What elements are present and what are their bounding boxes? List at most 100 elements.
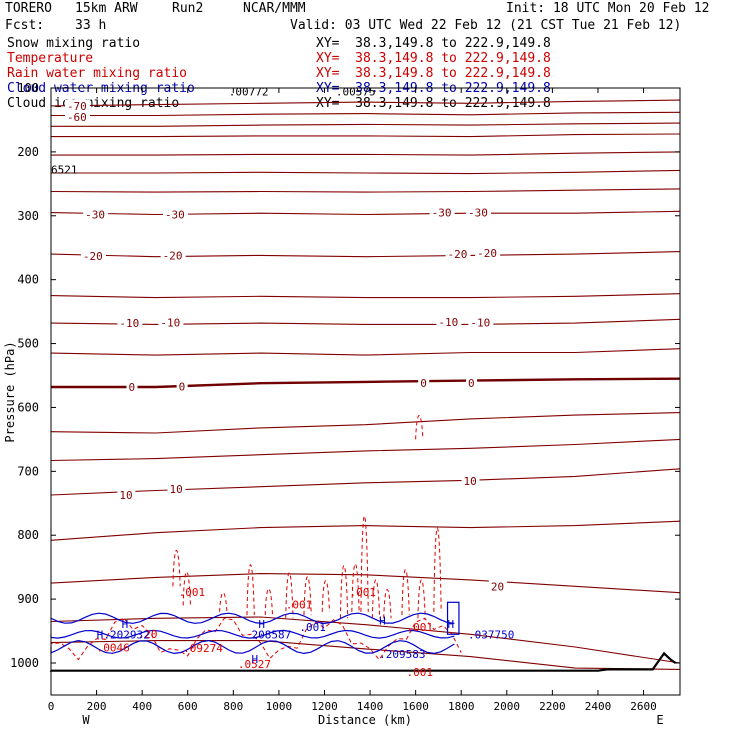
rain-label-2: .001	[350, 586, 377, 599]
east-label: E	[656, 713, 663, 727]
temp-label-7: -20	[163, 249, 183, 262]
isotherm-6	[50, 188, 681, 193]
rain-label-1: .001	[286, 599, 313, 612]
header-valid: Valid: 03 UTC Wed 22 Feb 12 (21 CST Tue …	[290, 18, 682, 33]
x-tick-label-3: 600	[178, 700, 198, 713]
rain-label-0: .001	[179, 586, 206, 599]
isotherm-10	[50, 318, 681, 325]
rain-contour-6	[303, 576, 312, 616]
temp-label-9: -20	[477, 247, 497, 260]
temp-label-12: -10	[438, 316, 458, 329]
x-tick-label-5: 1000	[266, 700, 293, 713]
rain-contour-0	[172, 550, 181, 587]
temp-label-2: -30	[85, 209, 105, 222]
isotherm-14	[50, 438, 681, 462]
legend-rain: Rain water mixing ratio	[7, 66, 188, 81]
x-tick-label-10: 2000	[494, 700, 521, 713]
temp-label-4: -30	[432, 207, 452, 220]
temp-label-10: -10	[119, 317, 139, 330]
y-tick-label-9: 1000	[10, 656, 39, 670]
rain-label-8: .001	[407, 666, 434, 679]
temp-label-bg-9	[475, 246, 501, 259]
temp-label-15: 0	[179, 380, 186, 393]
isotherm-11	[50, 348, 681, 356]
terrain-line	[49, 651, 677, 672]
top-label-0: .00772	[229, 86, 269, 99]
x-tick-label-8: 1600	[402, 700, 429, 713]
temp-label-13: -10	[470, 316, 490, 329]
isotherm-9	[50, 293, 681, 299]
isotherm-0	[50, 99, 681, 107]
y-tick-label-4: 500	[17, 337, 39, 351]
temp-label-bg-17	[466, 377, 478, 390]
temp-label-14: 0	[128, 381, 135, 394]
legend-snow: Snow mixing ratio	[7, 36, 141, 51]
isotherm-19	[50, 640, 681, 670]
x-tick-label-11: 2200	[539, 700, 566, 713]
x-tick-label-7: 1400	[357, 700, 384, 713]
cloud-label-0: .202932	[103, 629, 149, 642]
x-tick-label-9: 1800	[448, 700, 475, 713]
temp-label-bg-14	[126, 381, 138, 393]
legend-cloud-ice: Cloud ice mixing ratio	[7, 96, 180, 111]
isotherm-7	[50, 210, 681, 216]
rain-contour-5	[285, 572, 294, 619]
isotherm-12	[51, 377, 681, 389]
cloud-label-4: .037750	[468, 629, 514, 642]
temp-label-bg-4	[429, 206, 455, 219]
temp-label-0: -70	[67, 100, 87, 113]
x-tick-label-13: 2600	[630, 700, 657, 713]
rain-contour-3	[246, 564, 255, 616]
isotherm-3	[51, 133, 681, 138]
rain-contour-11	[371, 579, 381, 619]
temp-label-5: -30	[468, 207, 488, 220]
temp-label-bg-1	[64, 110, 90, 123]
header-resolution: 15km ARW	[75, 1, 138, 16]
high-marker-3: H	[448, 618, 455, 631]
legend-rain-xy: XY= 38.3,149.8 to 222.9,149.8	[316, 66, 551, 81]
cloud-label-3: .209583	[379, 648, 425, 661]
high-marker-1: H	[97, 629, 104, 642]
x-tick-label-0: 0	[48, 700, 55, 713]
header-run: Run2	[172, 1, 204, 16]
isotherm-4	[51, 151, 681, 156]
high-marker-0: H	[122, 618, 129, 631]
header-fcst-label: Fcst:	[5, 18, 45, 33]
legend-temperature-xy: XY= 38.3,149.8 to 222.9,149.8	[316, 51, 551, 66]
temp-label-bg-7	[160, 249, 186, 262]
top-label-1: .00575	[336, 86, 376, 99]
temp-label-bg-0	[64, 99, 90, 112]
rain-contour-10	[360, 515, 369, 612]
rain-contour-2	[219, 592, 228, 612]
y-tick-label-6: 700	[17, 464, 39, 478]
rain-contour-7	[321, 580, 330, 612]
temp-label-bg-13	[468, 316, 494, 329]
temp-label-bg-3	[162, 208, 188, 221]
header-fcst-value: 33 h	[75, 18, 107, 33]
cloud-water-contour-east	[446, 601, 460, 635]
rain-contour-4	[264, 588, 274, 616]
rain-contour-12	[383, 589, 392, 619]
top-label-2: 6521	[51, 164, 78, 177]
legend-temperature: Temperature	[7, 51, 94, 66]
isotherm-8	[50, 251, 681, 258]
high-marker-5: H	[379, 615, 386, 628]
cloud-water-contour-1	[50, 629, 455, 639]
temp-label-bg-5	[466, 206, 492, 219]
temp-label-20: 10	[463, 475, 476, 488]
rain-label-4: .20	[138, 628, 158, 641]
cloud-water-contour-0	[50, 612, 455, 625]
rain-label-5: .0046	[97, 642, 130, 655]
rain-contour-1	[182, 571, 191, 606]
temp-label-11: -10	[160, 316, 180, 329]
y-tick-label-1: 200	[17, 145, 39, 159]
temp-label-18: 10	[119, 489, 132, 502]
temp-label-17: 0	[468, 377, 475, 390]
header-agency: NCAR/MMM	[243, 1, 306, 16]
y-tick-label-8: 900	[17, 592, 39, 606]
rain-label-3: .001	[407, 621, 434, 634]
high-marker-4: H	[252, 653, 259, 666]
x-tick-label-4: 800	[223, 700, 243, 713]
y-tick-label-5: 600	[17, 400, 39, 414]
